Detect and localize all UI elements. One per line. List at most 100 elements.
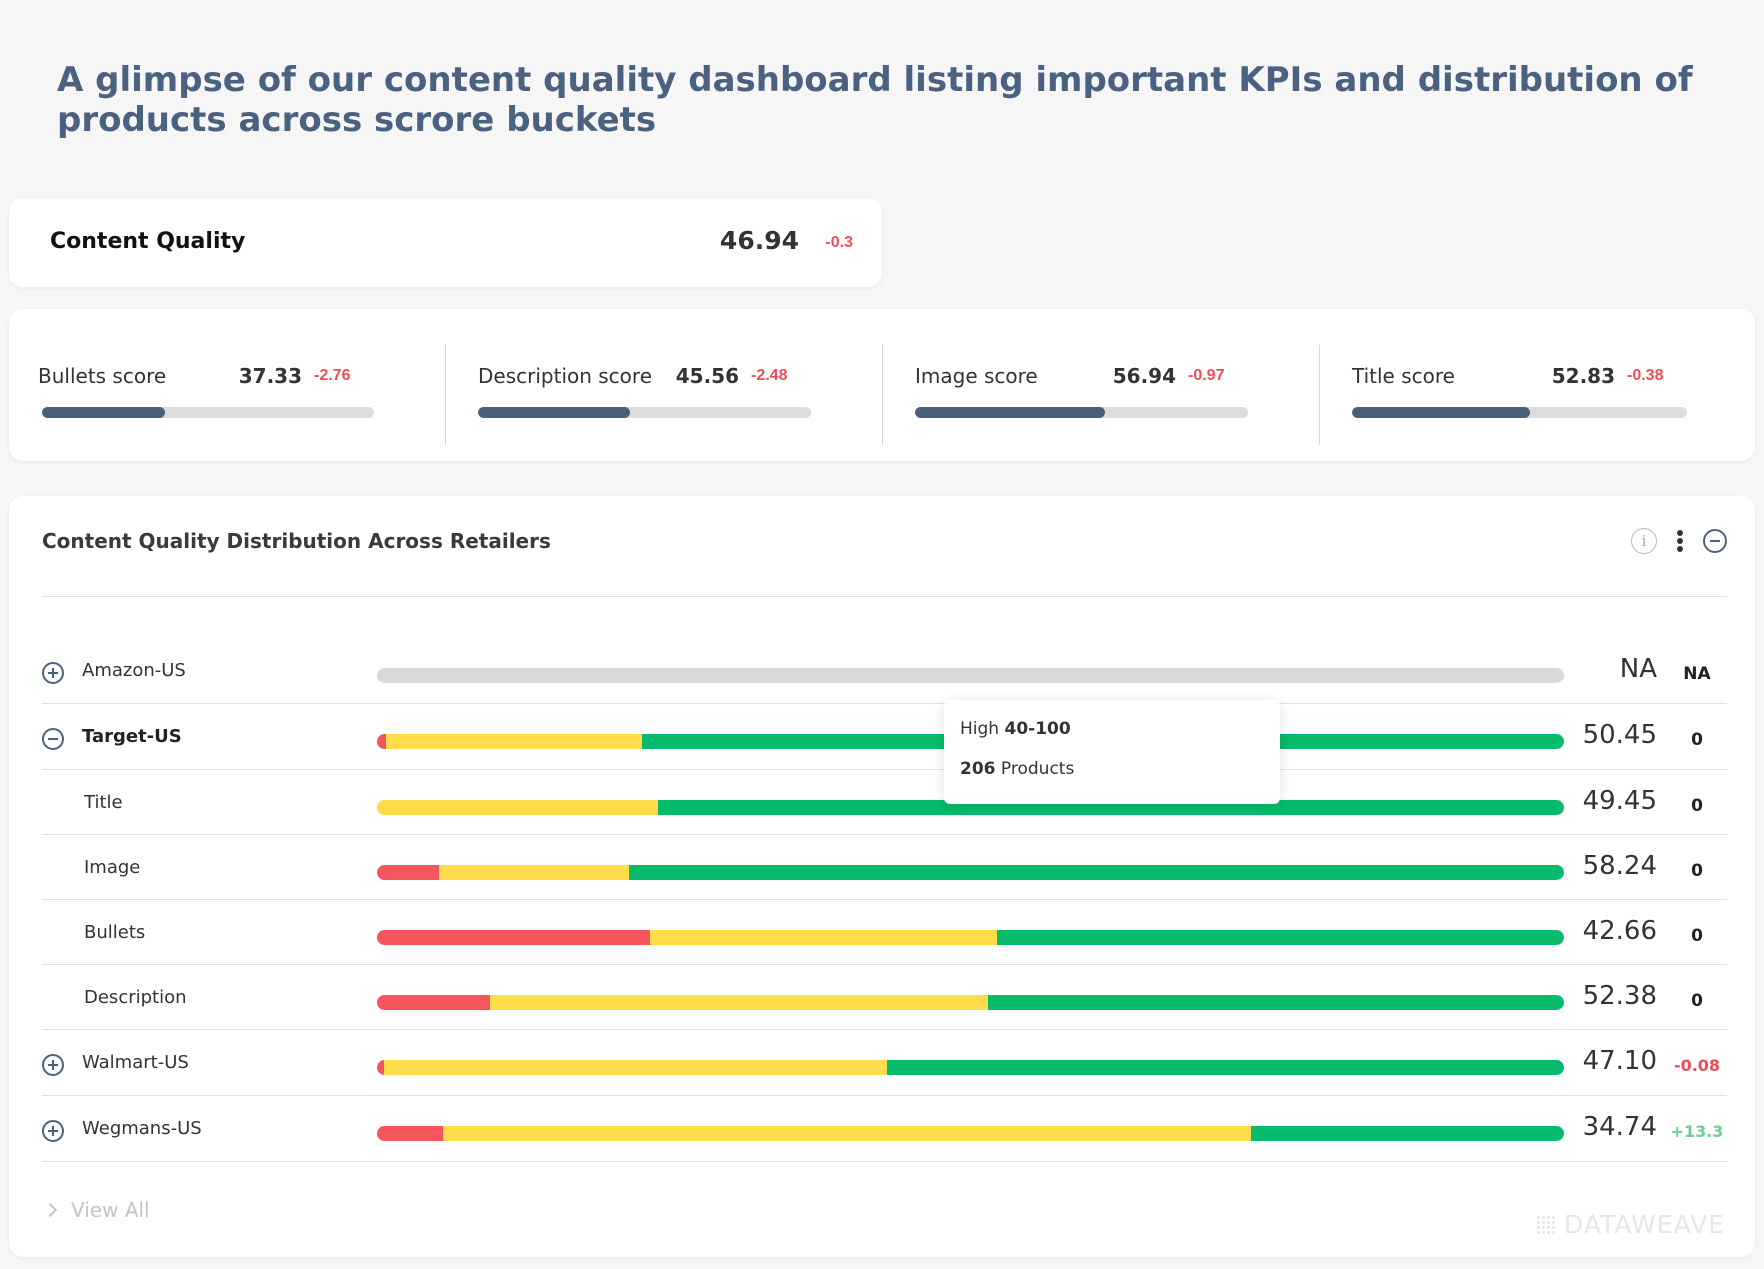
row-score: 47.10: [1582, 1046, 1657, 1076]
chevron-right-icon: [42, 1202, 58, 1218]
bar-segment-low[interactable]: [377, 995, 490, 1010]
bar-segment-high[interactable]: [887, 1060, 1564, 1075]
score-progress-track: [915, 407, 1248, 418]
bar-segment-low[interactable]: [377, 1126, 444, 1141]
score-progress-fill: [42, 407, 165, 418]
row-label: Bullets: [84, 922, 146, 943]
bar-segment-mid[interactable]: [377, 800, 659, 815]
distribution-bar[interactable]: [377, 995, 1564, 1010]
retailer-row-amazon-us[interactable]: Amazon-US NA NA: [42, 638, 1727, 704]
title-score-kpi: Title score 52.83 -0.38: [1319, 309, 1687, 461]
row-delta: 0: [1691, 861, 1703, 881]
expand-icon[interactable]: [42, 1054, 64, 1076]
distribution-title: Content Quality Distribution Across Reta…: [42, 529, 551, 553]
retailer-row-target-us[interactable]: Target-US 50.45 0: [42, 704, 1727, 770]
bar-segment-high[interactable]: [988, 995, 1564, 1010]
score-value: 56.94: [1112, 364, 1176, 388]
content-quality-label: Content Quality: [50, 229, 246, 254]
bar-segment-mid[interactable]: [384, 1060, 888, 1075]
score-delta: -2.48: [751, 367, 788, 384]
score-value: 52.83: [1551, 364, 1615, 388]
expand-icon[interactable]: [42, 662, 64, 684]
row-score: 52.38: [1582, 981, 1657, 1011]
distribution-bar[interactable]: [377, 865, 1564, 880]
row-delta: 0: [1691, 926, 1703, 946]
row-score: 58.24: [1582, 851, 1657, 881]
expand-icon[interactable]: [42, 1120, 64, 1142]
bar-segment-low[interactable]: [377, 930, 650, 945]
score-progress-fill: [915, 407, 1105, 418]
info-icon[interactable]: i: [1631, 528, 1657, 554]
retailer-row-wegmans-us[interactable]: Wegmans-US 34.74 +13.3: [42, 1096, 1727, 1162]
dataweave-watermark: DATAWEAVE: [1536, 1210, 1725, 1239]
distribution-bar[interactable]: [377, 1126, 1564, 1141]
row-label: Description: [84, 987, 187, 1008]
sub-row-description: Description 52.38 0: [42, 965, 1727, 1030]
bar-segment-high[interactable]: [628, 865, 1564, 880]
row-delta: 0: [1691, 796, 1703, 816]
score-progress-fill: [478, 407, 630, 418]
tooltip-product-unit: Products: [1000, 759, 1075, 779]
bar-segment-high[interactable]: [658, 800, 1564, 815]
collapse-icon[interactable]: [1703, 529, 1727, 553]
bar-segment-mid[interactable]: [489, 995, 989, 1010]
row-delta: NA: [1683, 664, 1711, 684]
distribution-bar[interactable]: [377, 1060, 1564, 1075]
distribution-bar[interactable]: [377, 668, 1564, 683]
retailer-rows: Amazon-US NA NA Target-US 50.45 0 Title 49.45 0 I…: [42, 638, 1727, 1162]
scores-card: Bullets score 37.33 -2.76 Description sc…: [9, 309, 1755, 461]
image-score-kpi: Image score 56.94 -0.97: [882, 309, 1248, 461]
score-label: Image score: [915, 364, 1038, 388]
row-label: Target-US: [82, 726, 182, 747]
dataweave-logo-icon: [1536, 1214, 1557, 1235]
tooltip-bucket-range: 40-100: [1004, 719, 1071, 739]
distribution-card: Content Quality Distribution Across Reta…: [9, 496, 1755, 1257]
page-headline: A glimpse of our content quality dashboa…: [57, 60, 1693, 140]
score-progress-track: [42, 407, 374, 418]
bar-segment-mid[interactable]: [650, 930, 997, 945]
sub-row-bullets: Bullets 42.66 0: [42, 900, 1727, 965]
row-delta: -0.08: [1673, 1056, 1721, 1075]
score-delta: -0.38: [1627, 367, 1664, 384]
bucket-tooltip: High 40-100 206 Products: [944, 700, 1280, 804]
score-delta: -0.97: [1188, 367, 1225, 384]
score-progress-fill: [1352, 407, 1530, 418]
view-all-link[interactable]: View All: [42, 1198, 150, 1222]
bar-segment-mid[interactable]: [443, 1126, 1251, 1141]
row-delta: +13.3: [1670, 1122, 1724, 1141]
row-score: 34.74: [1582, 1112, 1657, 1142]
tooltip-count-line: 206 Products: [960, 759, 1074, 779]
score-delta: -2.76: [314, 367, 351, 384]
score-progress-track: [1352, 407, 1687, 418]
bar-segment-low[interactable]: [377, 734, 387, 749]
row-score: 42.66: [1582, 916, 1657, 946]
bar-segment-high[interactable]: [996, 930, 1564, 945]
bullets-score-kpi: Bullets score 37.33 -2.76: [9, 309, 374, 461]
row-score: 49.45: [1582, 786, 1657, 816]
score-label: Bullets score: [38, 364, 167, 388]
score-label: Description score: [478, 364, 653, 388]
sub-row-title: Title 49.45 0: [42, 770, 1727, 835]
distribution-bar[interactable]: [377, 930, 1564, 945]
bar-segment-mid[interactable]: [438, 865, 629, 880]
bar-segment-low[interactable]: [377, 1060, 385, 1075]
bar-segment-low[interactable]: [377, 865, 439, 880]
score-value: 37.33: [238, 364, 302, 388]
bar-segment-mid[interactable]: [386, 734, 642, 749]
kebab-menu-icon[interactable]: [1675, 528, 1685, 554]
score-progress-track: [478, 407, 811, 418]
row-score: 50.45: [1582, 720, 1657, 750]
card-actions: i: [1631, 528, 1727, 554]
retailer-row-walmart-us[interactable]: Walmart-US 47.10 -0.08: [42, 1030, 1727, 1096]
content-quality-value: 46.94: [719, 226, 799, 255]
collapse-icon[interactable]: [42, 728, 64, 750]
row-label: Walmart-US: [82, 1052, 189, 1073]
row-delta: 0: [1691, 730, 1703, 750]
bar-segment-high[interactable]: [1250, 1126, 1564, 1141]
tooltip-product-count: 206: [960, 759, 996, 779]
content-quality-card: Content Quality 46.94 -0.3: [9, 198, 882, 287]
score-value: 45.56: [675, 364, 739, 388]
row-label: Wegmans-US: [82, 1118, 202, 1139]
description-score-kpi: Description score 45.56 -2.48: [445, 309, 811, 461]
score-label: Title score: [1352, 364, 1455, 388]
